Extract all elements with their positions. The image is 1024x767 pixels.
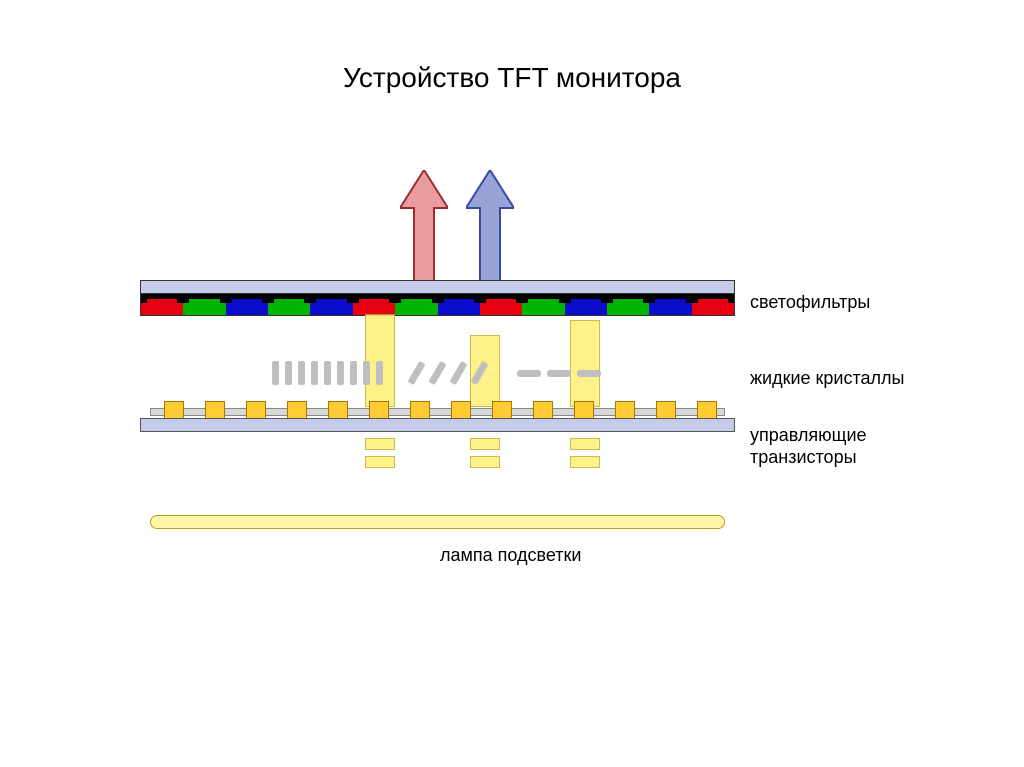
crystal-segment-slanted <box>449 361 467 385</box>
transistor-rail <box>150 408 725 416</box>
crystal-segment-horizontal <box>517 370 541 377</box>
crystal-segment-vertical <box>272 361 279 385</box>
filter-cell-red <box>692 294 734 315</box>
filter-cell-red <box>480 294 522 315</box>
transistor <box>287 401 307 419</box>
transistor <box>533 401 553 419</box>
label-transistors-text: управляющиетранзисторы <box>750 425 910 468</box>
filter-cell-green <box>268 294 310 315</box>
transistor <box>451 401 471 419</box>
crystal-segment-slanted <box>407 361 425 385</box>
transistor <box>656 401 676 419</box>
label-crystals: жидкие кристаллы <box>750 365 1024 391</box>
transistor <box>410 401 430 419</box>
filter-cell-red <box>141 294 183 315</box>
crystal-segment-vertical <box>311 361 318 385</box>
filter-cell-green <box>183 294 225 315</box>
filter-cell-blue <box>226 294 268 315</box>
filter-cell-green <box>395 294 437 315</box>
transistor <box>697 401 717 419</box>
filter-cell-green <box>607 294 649 315</box>
light-arrow-red <box>400 170 440 286</box>
backlight-lamp <box>150 515 725 529</box>
transistor <box>164 401 184 419</box>
diagram-title: Устройство TFT монитора <box>0 62 1024 94</box>
light-block <box>365 456 395 468</box>
filter-cell-blue <box>649 294 691 315</box>
color-filter-row <box>140 294 735 316</box>
transistor <box>246 401 266 419</box>
label-transistors: управляющиетранзисторы <box>750 425 910 468</box>
transistor <box>574 401 594 419</box>
transistor <box>492 401 512 419</box>
light-block <box>570 456 600 468</box>
crystal-segment-horizontal <box>547 370 571 377</box>
filter-cell-red <box>353 294 395 315</box>
filter-cell-green <box>522 294 564 315</box>
crystal-segment-slanted <box>470 361 488 385</box>
crystal-segment-vertical <box>363 361 370 385</box>
transistor <box>328 401 348 419</box>
label-filters: светофильтры <box>750 292 870 313</box>
crystal-segment-horizontal <box>577 370 601 377</box>
liquid-crystals-row <box>272 360 602 386</box>
tft-diagram: светофильтры жидкие кристаллы управляющи… <box>140 160 900 580</box>
light-block <box>570 438 600 450</box>
crystal-segment-vertical <box>337 361 344 385</box>
transistor <box>369 401 389 419</box>
light-block <box>470 456 500 468</box>
filter-cell-blue <box>565 294 607 315</box>
top-glass-layer <box>140 280 735 294</box>
crystal-segment-vertical <box>376 361 383 385</box>
label-lamp: лампа подсветки <box>440 545 581 566</box>
transistor <box>615 401 635 419</box>
crystal-segment-vertical <box>298 361 305 385</box>
crystal-segment-slanted <box>428 361 446 385</box>
filter-cell-blue <box>310 294 352 315</box>
filter-cell-blue <box>438 294 480 315</box>
crystal-segment-vertical <box>285 361 292 385</box>
light-block <box>365 438 395 450</box>
crystal-segment-vertical <box>350 361 357 385</box>
transistor <box>205 401 225 419</box>
crystal-segment-vertical <box>324 361 331 385</box>
light-arrow-blue <box>466 170 506 286</box>
bottom-glass-layer <box>140 418 735 432</box>
light-block <box>470 438 500 450</box>
